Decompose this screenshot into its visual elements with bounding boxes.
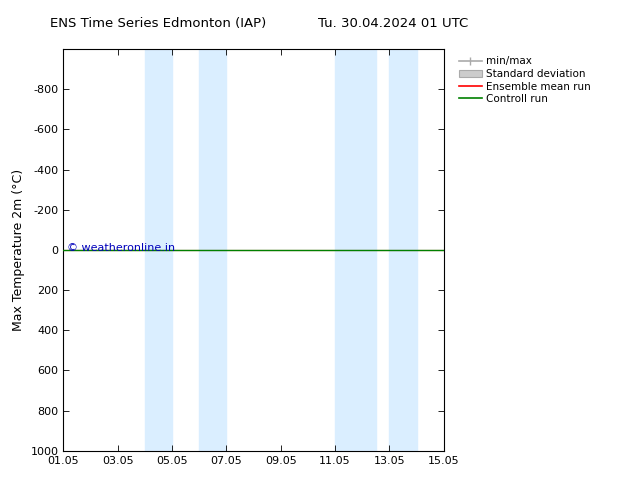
Bar xyxy=(145,49,172,451)
Bar xyxy=(335,49,376,451)
Bar xyxy=(199,49,226,451)
Y-axis label: Max Temperature 2m (°C): Max Temperature 2m (°C) xyxy=(12,169,25,331)
Text: Tu. 30.04.2024 01 UTC: Tu. 30.04.2024 01 UTC xyxy=(318,17,468,30)
Legend: min/max, Standard deviation, Ensemble mean run, Controll run: min/max, Standard deviation, Ensemble me… xyxy=(456,54,593,106)
Bar xyxy=(389,49,417,451)
Text: © weatheronline.in: © weatheronline.in xyxy=(67,243,176,253)
Text: ENS Time Series Edmonton (IAP): ENS Time Series Edmonton (IAP) xyxy=(50,17,267,30)
